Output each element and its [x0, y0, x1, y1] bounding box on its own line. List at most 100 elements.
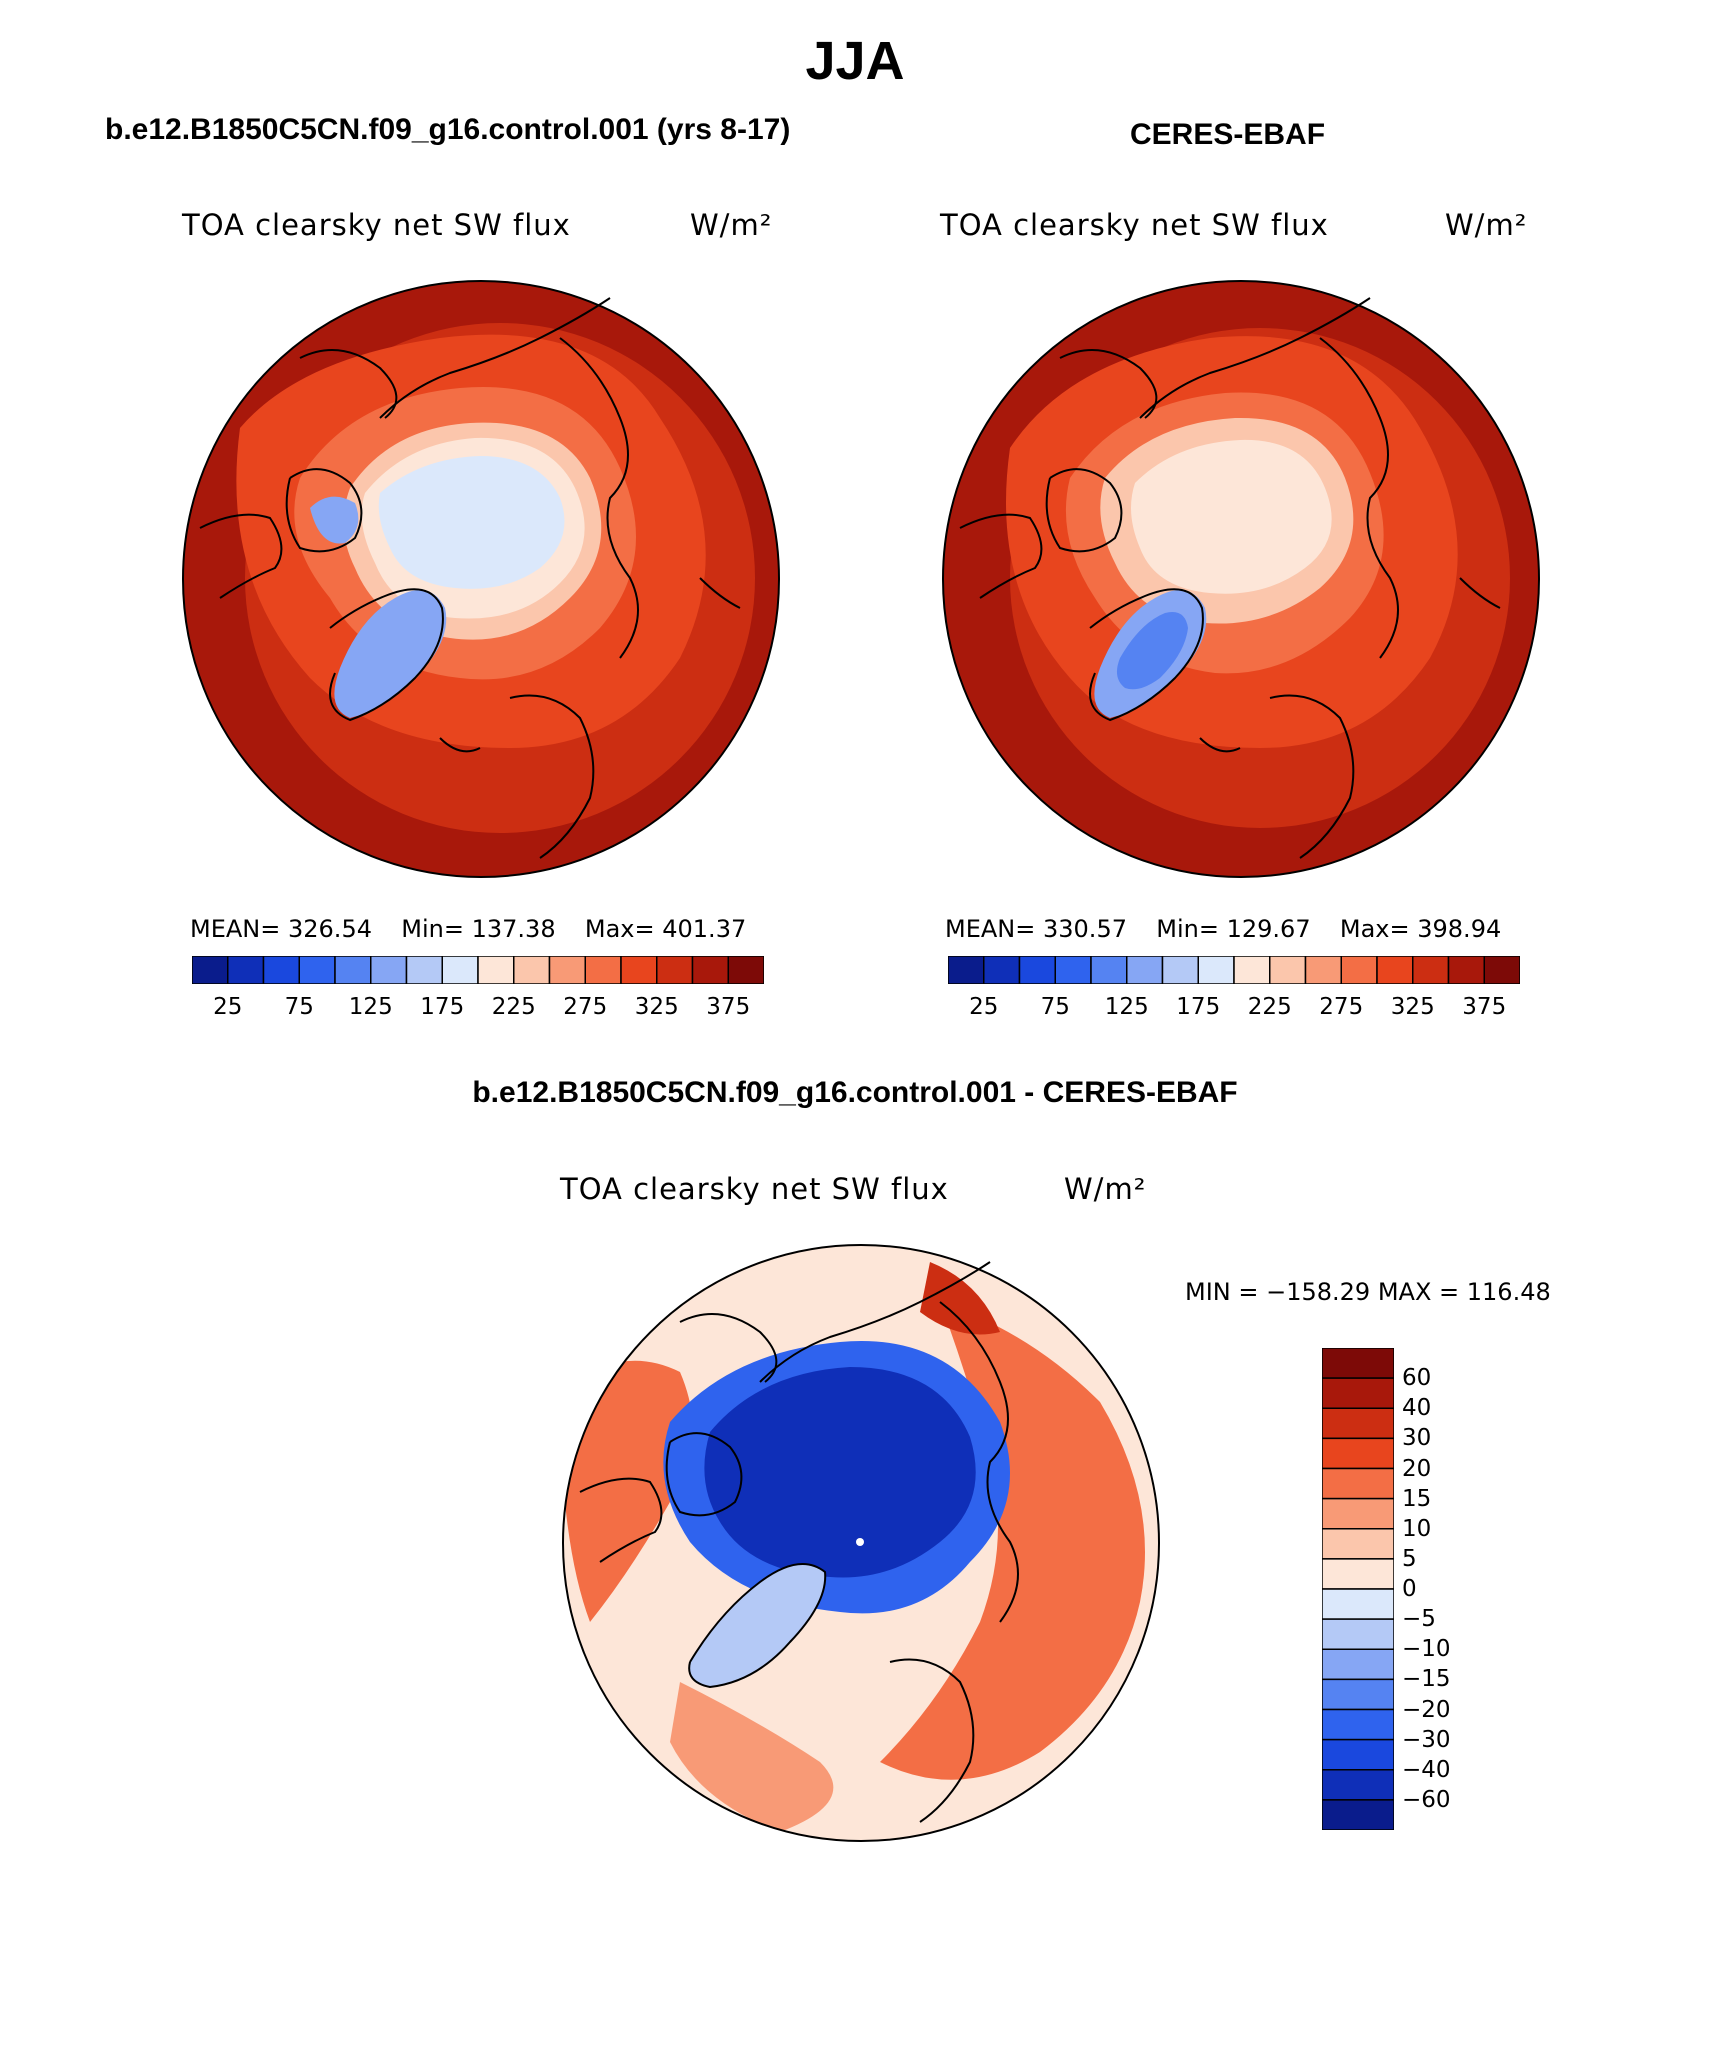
diff-colorbar-swatch	[1322, 1348, 1394, 1379]
diff-colorbar-swatch	[1322, 1769, 1394, 1801]
obs-stats: MEAN= 330.57 Min= 129.67 Max= 398.94	[945, 915, 1501, 943]
model-colorbar-swatch	[620, 956, 658, 984]
model-mean-value: 326.54	[288, 915, 372, 943]
obs-colorbar-swatch	[1126, 956, 1164, 984]
model-map-border	[182, 280, 780, 878]
obs-max-value: 398.94	[1417, 915, 1502, 943]
obs-colorbar-swatch	[1054, 956, 1092, 984]
obs-colorbar-swatch	[983, 956, 1021, 984]
model-colorbar-tick-label: 325	[634, 994, 679, 1020]
diff-field-pos-west	[563, 1360, 693, 1622]
obs-min-value: 129.67	[1226, 915, 1311, 943]
model-colorbar-tick-label: 375	[706, 994, 751, 1020]
diff-colorbar-swatch	[1322, 1678, 1394, 1711]
model-colorbar	[192, 956, 764, 984]
diff-colorbar-swatch	[1322, 1708, 1394, 1741]
diff-colorbar-tick-label: −5	[1402, 1606, 1436, 1633]
diff-colorbar-swatch	[1322, 1528, 1394, 1560]
diff-colorbar-tick-label: −30	[1402, 1726, 1451, 1753]
model-variable-label: TOA clearsky net SW flux	[182, 208, 571, 242]
model-max-label: Max=	[584, 915, 655, 943]
diff-colorbar-swatch	[1322, 1648, 1394, 1681]
model-colorbar-swatch	[441, 956, 479, 984]
model-colorbar-labels: 25 75 125 175 225 275 325 375	[192, 994, 764, 1024]
diff-colorbar-tick-label: 10	[1402, 1515, 1432, 1542]
diff-colorbar-swatch	[1322, 1377, 1394, 1409]
diff-field-neg-core	[704, 1367, 976, 1578]
obs-field-band-225	[1131, 439, 1332, 594]
obs-colorbar-tick-label: 75	[1040, 994, 1070, 1020]
diff-field-pos-north	[920, 1262, 1000, 1335]
model-colorbar-tick-label: 25	[213, 994, 243, 1020]
model-colorbar-swatch	[691, 956, 729, 984]
diff-panel-title: b.e12.B1850C5CN.f09_g16.control.001 - CE…	[472, 1076, 1238, 1109]
diff-field-pos-east	[880, 1302, 1145, 1780]
obs-mean-label: MEAN=	[945, 915, 1036, 943]
diff-colorbar-tick-label: −20	[1402, 1696, 1451, 1723]
obs-colorbar-tick-label: 225	[1247, 994, 1292, 1020]
obs-colorbar-swatch	[1161, 956, 1199, 984]
model-colorbar-tick-label: 75	[284, 994, 314, 1020]
obs-map-border	[942, 280, 1540, 878]
model-colorbar-swatch	[370, 956, 408, 984]
obs-polar-map	[942, 280, 1540, 878]
model-colorbar-tick-label: 275	[563, 994, 608, 1020]
obs-colorbar-tick-label: 175	[1176, 994, 1221, 1020]
diff-coastlines	[579, 1261, 1019, 1823]
obs-variable-label: TOA clearsky net SW flux	[940, 208, 1329, 242]
diff-field-greenland	[689, 1564, 826, 1687]
obs-min-label: Min=	[1156, 915, 1219, 943]
model-colorbar-tick-label: 225	[491, 994, 536, 1020]
model-units-label: W/m²	[690, 208, 773, 242]
model-colorbar-swatch	[548, 956, 586, 984]
diff-colorbar-labels: 60 40 30 20 15 10 5 0 −5 −10 −15 −20 −30 −40 −60	[1402, 1348, 1522, 1830]
model-min-value: 137.38	[471, 915, 556, 943]
diff-colorbar-swatch	[1322, 1497, 1394, 1530]
obs-coastlines	[959, 297, 1501, 859]
model-colorbar-tick-label: 125	[348, 994, 393, 1020]
diff-colorbar-tick-label: −10	[1402, 1636, 1451, 1663]
obs-colorbar-swatch	[1269, 956, 1307, 984]
diff-colorbar-swatch	[1322, 1558, 1394, 1590]
diff-colorbar-swatch	[1322, 1738, 1394, 1771]
diff-colorbar-swatch	[1322, 1437, 1394, 1470]
model-colorbar-swatch	[334, 956, 372, 984]
model-colorbar-swatch	[192, 956, 229, 984]
obs-colorbar-tick-label: 125	[1104, 994, 1149, 1020]
diff-colorbar-tick-label: 15	[1402, 1485, 1432, 1512]
model-field-archipelago	[310, 496, 359, 544]
diff-minmax: MIN = −158.29 MAX = 116.48	[1185, 1278, 1551, 1306]
diff-colorbar-swatch	[1322, 1407, 1394, 1440]
diff-colorbar-tick-label: 5	[1402, 1545, 1417, 1572]
obs-colorbar-swatch	[1304, 956, 1342, 984]
diff-colorbar-tick-label: 20	[1402, 1455, 1432, 1482]
diff-colorbar-tick-label: 30	[1402, 1425, 1432, 1452]
obs-colorbar-labels: 25 75 125 175 225 275 325 375	[948, 994, 1520, 1024]
obs-colorbar-tick-label: 325	[1390, 994, 1435, 1020]
obs-colorbar-tick-label: 375	[1462, 994, 1507, 1020]
diff-polar-map	[562, 1244, 1160, 1842]
diff-colorbar-swatch	[1322, 1618, 1394, 1650]
obs-colorbar-tick-label: 275	[1319, 994, 1364, 1020]
model-field-greenland	[334, 590, 447, 718]
model-colorbar-swatch	[405, 956, 443, 984]
obs-mean-value: 330.57	[1043, 915, 1127, 943]
model-colorbar-swatch	[513, 956, 551, 984]
diff-colorbar	[1322, 1348, 1394, 1830]
diff-variable-label: TOA clearsky net SW flux	[560, 1172, 949, 1206]
diff-colorbar-tick-label: 40	[1402, 1395, 1432, 1422]
diff-pole-dot	[856, 1538, 864, 1546]
model-colorbar-swatch	[656, 956, 694, 984]
model-colorbar-swatch	[477, 956, 515, 984]
diff-colorbar-tick-label: −40	[1402, 1756, 1451, 1783]
obs-panel-title: CERES-EBAF	[1130, 118, 1326, 151]
diff-units-label: W/m²	[1064, 1172, 1147, 1206]
obs-field-greenland-core	[1116, 612, 1188, 690]
model-stats: MEAN= 326.54 Min= 137.38 Max= 401.37	[190, 915, 746, 943]
model-field-seaice	[378, 456, 565, 589]
diff-colorbar-tick-label: 0	[1402, 1576, 1417, 1602]
model-panel-title: b.e12.B1850C5CN.f09_g16.control.001 (yrs…	[105, 113, 791, 146]
obs-colorbar-swatch	[1340, 956, 1378, 984]
figure-title: JJA	[805, 31, 905, 91]
obs-colorbar-tick-label: 25	[969, 994, 999, 1020]
